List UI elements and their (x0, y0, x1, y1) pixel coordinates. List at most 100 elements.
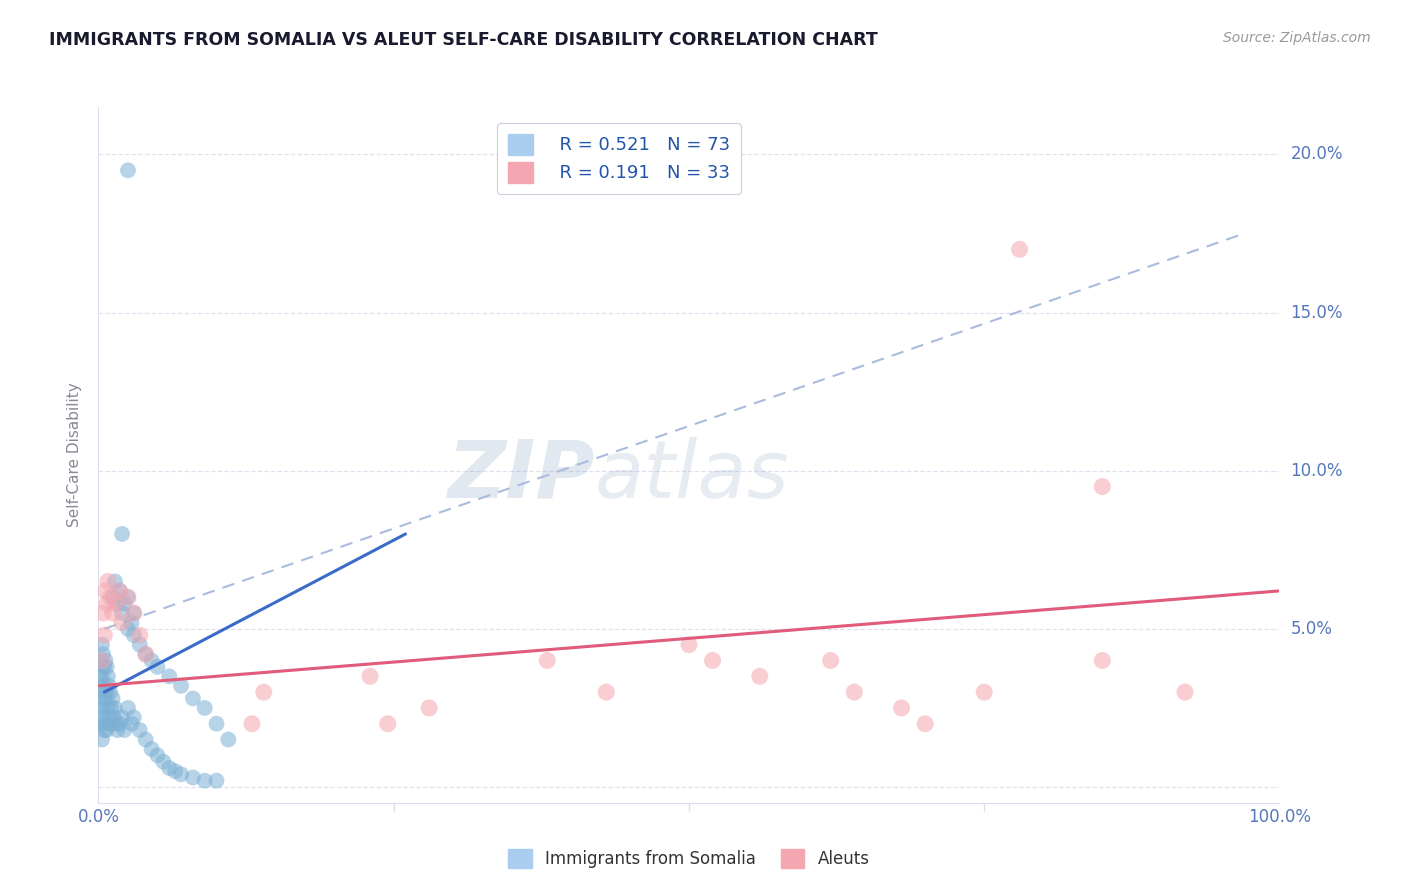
Text: ZIP: ZIP (447, 437, 595, 515)
Point (1174, 685, 1197, 699)
Point (122, 606, 145, 620)
Point (90, 653, 112, 667)
Point (152, 755, 174, 769)
Point (141, 742, 163, 756)
Point (91, 647, 114, 661)
Point (117, 163, 139, 178)
Point (117, 701, 139, 715)
Point (702, 653, 724, 667)
Point (377, 716, 399, 731)
Point (595, 685, 617, 699)
Text: atlas: atlas (595, 437, 789, 515)
Point (94, 685, 117, 699)
Point (103, 710, 125, 724)
Point (890, 701, 912, 715)
Point (91, 606, 114, 620)
Point (170, 767, 193, 781)
Point (181, 771, 204, 785)
Point (91, 701, 114, 715)
Point (122, 628, 145, 642)
Point (98, 591, 121, 605)
Point (100, 701, 122, 715)
Point (205, 716, 228, 731)
Y-axis label: Self-Care Disability: Self-Care Disability (67, 383, 83, 527)
Point (97, 574, 120, 589)
Point (146, 748, 169, 763)
Point (117, 591, 139, 605)
Point (117, 622, 139, 636)
Point (96, 597, 118, 611)
Point (170, 679, 193, 693)
Point (93, 628, 115, 642)
Point (101, 606, 124, 620)
Point (135, 732, 157, 747)
Point (146, 660, 169, 674)
Point (121, 615, 143, 630)
Point (98, 679, 121, 693)
Point (844, 685, 866, 699)
Point (157, 669, 180, 683)
Point (121, 716, 143, 731)
Point (91, 732, 114, 747)
Point (93, 723, 115, 737)
Point (194, 701, 217, 715)
Point (101, 691, 124, 706)
Point (89, 701, 111, 715)
Point (91, 653, 114, 667)
Point (536, 653, 558, 667)
Point (128, 638, 150, 652)
Point (108, 716, 131, 731)
Point (98, 716, 121, 731)
Point (217, 732, 239, 747)
Point (101, 591, 124, 605)
Point (1091, 653, 1114, 667)
Text: 5.0%: 5.0% (1291, 620, 1333, 638)
Point (91, 710, 114, 724)
Text: 15.0%: 15.0% (1291, 303, 1343, 322)
Point (122, 606, 145, 620)
Point (91, 638, 114, 652)
Point (973, 685, 995, 699)
Point (194, 773, 217, 788)
Point (105, 723, 128, 737)
Point (141, 653, 163, 667)
Point (89, 669, 111, 683)
Point (253, 685, 276, 699)
Text: IMMIGRANTS FROM SOMALIA VS ALEUT SELF-CARE DISABILITY CORRELATION CHART: IMMIGRANTS FROM SOMALIA VS ALEUT SELF-CA… (49, 31, 877, 49)
Point (111, 606, 134, 620)
Point (820, 653, 842, 667)
Point (97, 701, 120, 715)
Point (678, 638, 700, 652)
Text: 10.0%: 10.0% (1291, 462, 1343, 480)
Point (98, 685, 121, 699)
Point (94, 583, 117, 598)
Point (1091, 479, 1114, 493)
Point (128, 723, 150, 737)
Point (128, 628, 150, 642)
Point (240, 716, 263, 731)
Point (94, 716, 117, 731)
Point (91, 679, 114, 693)
Point (105, 716, 128, 731)
Point (90, 716, 112, 731)
Point (105, 597, 128, 611)
Point (205, 773, 228, 788)
Point (112, 723, 135, 737)
Point (122, 710, 145, 724)
Point (914, 716, 936, 731)
Point (94, 653, 117, 667)
Text: Source: ZipAtlas.com: Source: ZipAtlas.com (1223, 31, 1371, 45)
Point (111, 527, 134, 541)
Point (98, 710, 121, 724)
Point (111, 615, 134, 630)
Point (105, 597, 128, 611)
Point (104, 574, 127, 589)
Point (418, 701, 440, 715)
Point (104, 701, 127, 715)
Point (91, 669, 114, 683)
Point (1008, 243, 1031, 257)
Point (93, 660, 115, 674)
Point (108, 583, 131, 598)
Point (96, 691, 118, 706)
Point (93, 691, 115, 706)
